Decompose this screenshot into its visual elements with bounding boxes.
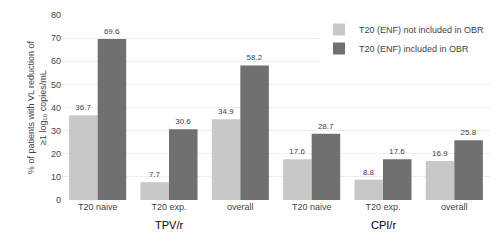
svg-text:25.8: 25.8 xyxy=(461,128,477,137)
svg-text:50: 50 xyxy=(51,80,61,90)
svg-text:34.9: 34.9 xyxy=(218,107,234,116)
svg-text:7.7: 7.7 xyxy=(149,170,161,179)
svg-text:T20 (ENF) included in OBR: T20 (ENF) included in OBR xyxy=(359,44,469,54)
svg-text:17.6: 17.6 xyxy=(289,147,305,156)
svg-text:T20 naive: T20 naive xyxy=(78,202,118,212)
svg-text:17.6: 17.6 xyxy=(389,147,405,156)
svg-text:T20 (ENF) not included in OBR: T20 (ENF) not included in OBR xyxy=(359,25,484,35)
svg-text:28.7: 28.7 xyxy=(318,122,334,131)
svg-text:30: 30 xyxy=(51,126,61,136)
svg-text:10: 10 xyxy=(51,172,61,182)
svg-text:overall: overall xyxy=(441,202,468,212)
svg-text:60: 60 xyxy=(51,56,61,66)
svg-text:30.6: 30.6 xyxy=(175,117,191,126)
svg-text:20: 20 xyxy=(51,149,61,159)
svg-text:58.2: 58.2 xyxy=(247,53,263,62)
svg-text:0: 0 xyxy=(56,195,61,205)
svg-text:overall: overall xyxy=(227,202,254,212)
svg-text:8.8: 8.8 xyxy=(363,168,375,177)
svg-text:80: 80 xyxy=(51,10,61,20)
svg-text:36.7: 36.7 xyxy=(75,103,91,112)
svg-text:T20 exp.: T20 exp. xyxy=(365,202,400,212)
svg-text:TPV/r: TPV/r xyxy=(155,219,183,231)
svg-text:70: 70 xyxy=(51,33,61,43)
svg-text:40: 40 xyxy=(51,103,61,113)
svg-text:CPI/r: CPI/r xyxy=(371,219,396,231)
svg-text:T20 exp.: T20 exp. xyxy=(151,202,186,212)
svg-text:% of patients with VL reductio: % of patients with VL reduction of≥1 log… xyxy=(26,40,48,174)
svg-text:16.9: 16.9 xyxy=(432,149,448,158)
svg-text:69.6: 69.6 xyxy=(104,27,120,36)
svg-text:T20 naive: T20 naive xyxy=(292,202,332,212)
